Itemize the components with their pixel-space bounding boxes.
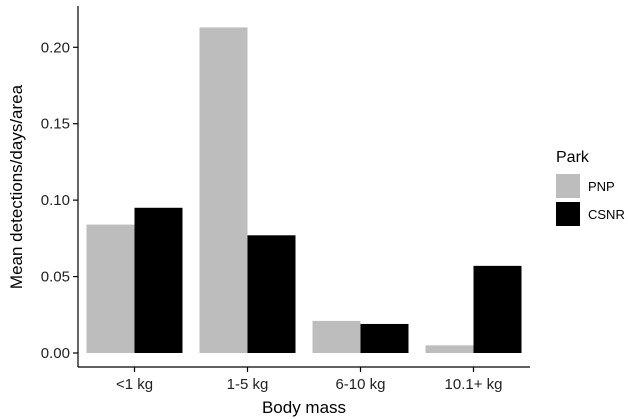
y-tick-label: 0.10: [41, 192, 70, 209]
y-tick-label: 0.00: [41, 345, 70, 362]
legend-label-csnr: CSNR: [588, 207, 625, 222]
y-axis-title: Mean detections/days/area: [7, 84, 26, 289]
x-tick-label: 6-10 kg: [335, 376, 385, 393]
legend-title: Park: [556, 149, 590, 166]
y-tick-label: 0.05: [41, 269, 70, 286]
bar-pnp-2: [312, 320, 361, 353]
x-axis-title: Body mass: [262, 398, 346, 417]
y-tick-label: 0.15: [41, 116, 70, 133]
legend: Park PNP CSNR: [556, 149, 625, 226]
bar-csnr-0: [134, 207, 183, 353]
x-axis: <1 kg 1-5 kg 6-10 kg 10.1+ kg: [78, 366, 530, 393]
x-tick-label: 1-5 kg: [227, 376, 269, 393]
x-tick-label: 10.1+ kg: [445, 376, 503, 393]
legend-swatch-csnr: [556, 202, 580, 226]
y-axis: 0.00 0.05 0.10 0.15 0.20: [41, 6, 79, 367]
bar-csnr-2: [360, 323, 409, 353]
y-tick-label: 0.20: [41, 39, 70, 56]
x-tick-label: <1 kg: [116, 376, 153, 393]
bar-pnp-3: [425, 345, 474, 353]
bar-csnr-3: [473, 265, 522, 353]
legend-label-pnp: PNP: [588, 179, 615, 194]
bars-group: [86, 27, 522, 354]
bar-csnr-1: [247, 235, 296, 353]
bar-pnp-1: [199, 27, 248, 354]
legend-swatch-pnp: [556, 174, 580, 198]
bar-pnp-0: [86, 224, 135, 353]
